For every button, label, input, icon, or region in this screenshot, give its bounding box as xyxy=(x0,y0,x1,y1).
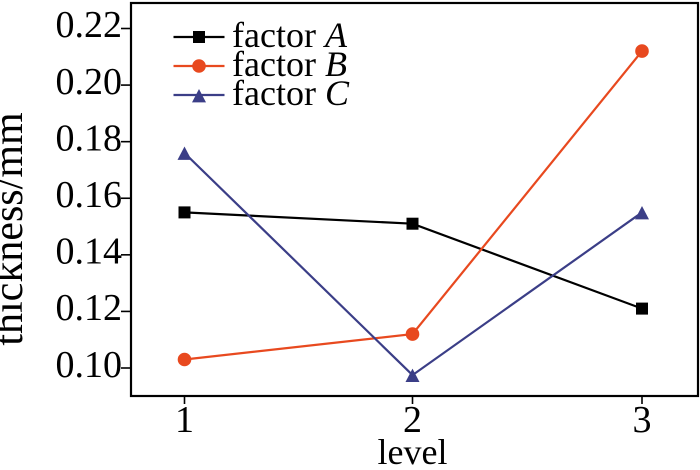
svg-text:0.10: 0.10 xyxy=(56,344,123,386)
svg-text:0.16: 0.16 xyxy=(56,174,123,216)
svg-text:0.18: 0.18 xyxy=(56,118,123,160)
svg-text:1: 1 xyxy=(175,399,194,441)
svg-text:0.14: 0.14 xyxy=(56,231,123,273)
svg-text:factor C: factor C xyxy=(232,73,350,113)
svg-text:0.12: 0.12 xyxy=(56,287,123,329)
svg-text:0.22: 0.22 xyxy=(56,4,123,46)
svg-text:level: level xyxy=(378,432,448,470)
svg-text:3: 3 xyxy=(633,399,652,441)
svg-text:0.20: 0.20 xyxy=(56,61,123,103)
svg-text:thickness/mm: thickness/mm xyxy=(0,112,32,346)
